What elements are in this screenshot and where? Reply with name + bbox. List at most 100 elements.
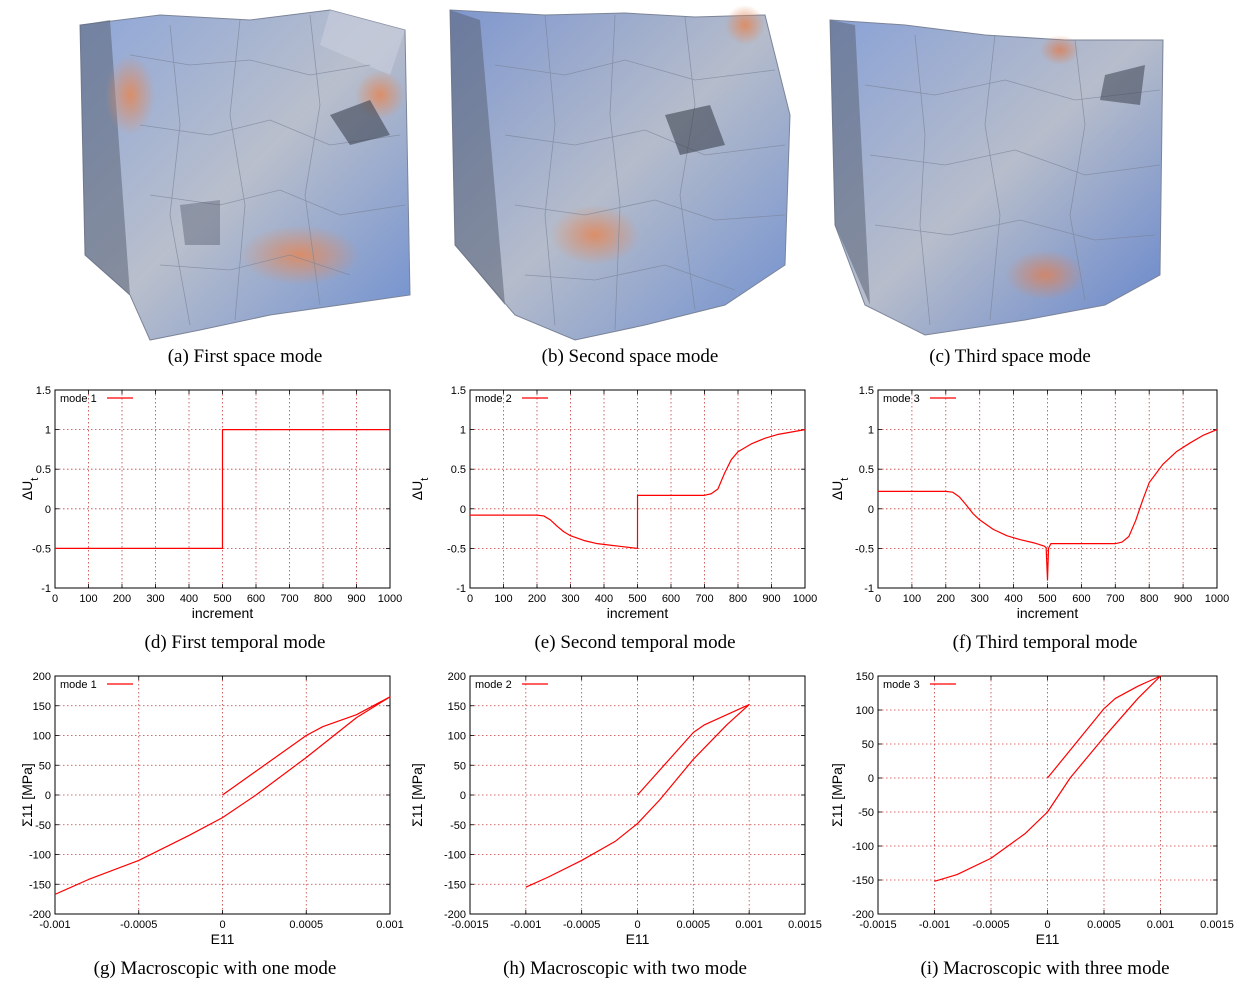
x-tick-label: 0 (219, 919, 225, 931)
x-tick-label: 1000 (793, 593, 817, 605)
x-axis-label: increment (607, 605, 669, 621)
y-tick-label: 0 (460, 504, 466, 516)
x-tick-label: 0.0015 (1200, 919, 1234, 931)
chart-f-svg: 0 100 200 300 400 500 600 700 800 900 1000 -1 -0.5 0 0… (829, 385, 1229, 621)
caption-e: (e) Second temporal mode (534, 632, 736, 653)
y-tick-label: -1 (41, 583, 51, 595)
x-tick-label: -0.001 (39, 919, 70, 931)
x-tick-label: 500 (213, 593, 231, 605)
chart-g-svg: -0.001 -0.0005 0 0.0005 0.001 -200 -150 -100 -50… (19, 671, 404, 947)
y-tick-label: -150 (444, 879, 466, 891)
x-tick-label: 600 (247, 593, 265, 605)
y-tick-label: 0 (45, 504, 51, 516)
chart-e-svg: 0 100 200 300 400 500 600 700 800 900 1000 -1 -0.5 0 0… (409, 385, 817, 621)
x-tick-label: -0.0005 (563, 919, 600, 931)
y-tick-label: 150 (33, 701, 51, 713)
x-tick-label: 800 (729, 593, 747, 605)
x-tick-label: 300 (561, 593, 579, 605)
y-tick-label: 0 (45, 790, 51, 802)
x-tick-label: 900 (762, 593, 780, 605)
x-tick-label: 0.0015 (788, 919, 822, 931)
x-axis-label: increment (192, 605, 254, 621)
y-axis-label-subscript: t (29, 478, 41, 481)
y-axis-label-subscript: t (419, 478, 431, 481)
x-tick-label: 600 (1072, 593, 1090, 605)
chart-f: 0 100 200 300 400 500 600 700 800 900 1000 -1 -0.5 0 0… (829, 378, 1245, 630)
x-tick-label: 700 (280, 593, 298, 605)
x-tick-label: 400 (595, 593, 613, 605)
x-axis-label: E11 (626, 931, 650, 947)
x-tick-label: -0.0015 (859, 919, 896, 931)
y-tick-label: -1 (456, 583, 466, 595)
x-tick-label: 900 (1174, 593, 1192, 605)
y-tick-label: 100 (856, 705, 874, 717)
y-tick-label: -200 (852, 909, 874, 921)
y-tick-label: -100 (852, 841, 874, 853)
y-tick-label: 0.5 (859, 464, 874, 476)
x-tick-label: 0 (1044, 919, 1050, 931)
x-tick-label: 700 (695, 593, 713, 605)
chart-i-svg: -0.0015 -0.001 -0.0005 0 0.0005 0.001 0.0015 -2… (829, 671, 1234, 947)
mesh-render-a (79, 9, 411, 341)
mesh-render-c (829, 19, 1164, 336)
y-tick-label: -50 (450, 820, 466, 832)
chart-i: -0.0015 -0.001 -0.0005 0 0.0005 0.001 0.0015 -2… (829, 666, 1245, 958)
x-tick-label: 1000 (378, 593, 402, 605)
y-axis-label: Σ11 [MPa] (410, 763, 425, 827)
y-tick-label: -1 (864, 583, 874, 595)
chart-h: -0.0015 -0.001 -0.0005 0 0.0005 0.001 0.0015 -2… (409, 666, 825, 958)
caption-c: (c) Third space mode (929, 346, 1091, 367)
x-tick-label: -0.001 (510, 919, 541, 931)
mesh-render-b (449, 5, 791, 341)
series-line-mode-3 (878, 429, 1218, 581)
series-line-mode-1 (54, 696, 391, 895)
caption-a: (a) First space mode (167, 346, 323, 367)
y-tick-label: -100 (444, 850, 466, 862)
y-tick-label: -200 (29, 909, 51, 921)
plot-frame (877, 675, 1218, 915)
y-tick-label: -150 (29, 879, 51, 891)
space-mode-b (445, 5, 795, 341)
chart-g: -0.001 -0.0005 0 0.0005 0.001 -200 -150 -100 -50… (19, 666, 410, 958)
x-tick-label: 0 (634, 919, 640, 931)
y-tick-label: 1.5 (859, 385, 874, 397)
x-tick-label: 300 (971, 593, 989, 605)
y-tick-label: -150 (852, 875, 874, 887)
x-axis-label: E11 (211, 931, 235, 947)
y-tick-label: 50 (454, 760, 466, 772)
y-axis-label: Σ11 [MPa] (20, 763, 35, 827)
x-tick-label: 100 (494, 593, 512, 605)
y-axis-label: ΔUt (20, 478, 41, 501)
legend-label: mode 3 (883, 393, 920, 405)
y-tick-label: 150 (856, 671, 874, 683)
series-line-mode-3 (934, 675, 1162, 882)
x-tick-label: 0.0005 (677, 919, 711, 931)
y-tick-label: -0.5 (32, 543, 51, 555)
caption-g: (g) Macroscopic with one mode (93, 958, 337, 979)
y-tick-label: 50 (39, 760, 51, 772)
x-tick-label: 0.0005 (289, 919, 323, 931)
x-tick-label: 0.001 (376, 919, 404, 931)
x-tick-label: 300 (146, 593, 164, 605)
y-tick-label: 0 (868, 504, 874, 516)
caption-f: (f) Third temporal mode (952, 632, 1138, 653)
chart-d-svg: 0 100 200 300 400 500 600 700 800 900 1000 -1 -0.5 0 0… (19, 385, 402, 621)
y-tick-label: 50 (862, 739, 874, 751)
y-tick-label: 100 (448, 731, 466, 743)
x-tick-label: 800 (314, 593, 332, 605)
x-tick-label: 0 (875, 593, 881, 605)
x-tick-label: 400 (180, 593, 198, 605)
x-axis-label: E11 (1036, 931, 1060, 947)
x-tick-label: 900 (347, 593, 365, 605)
x-tick-label: 200 (113, 593, 131, 605)
x-tick-label: -0.0005 (972, 919, 1009, 931)
y-tick-label: 1 (45, 425, 51, 437)
y-tick-label: 1 (460, 425, 466, 437)
x-tick-label: 500 (628, 593, 646, 605)
y-tick-label: -0.5 (447, 543, 466, 555)
y-tick-label: 1.5 (451, 385, 466, 397)
legend-label: mode 1 (60, 679, 97, 691)
x-tick-label: 0.001 (1147, 919, 1175, 931)
x-tick-label: 1000 (1205, 593, 1229, 605)
y-tick-label: -0.5 (855, 543, 874, 555)
